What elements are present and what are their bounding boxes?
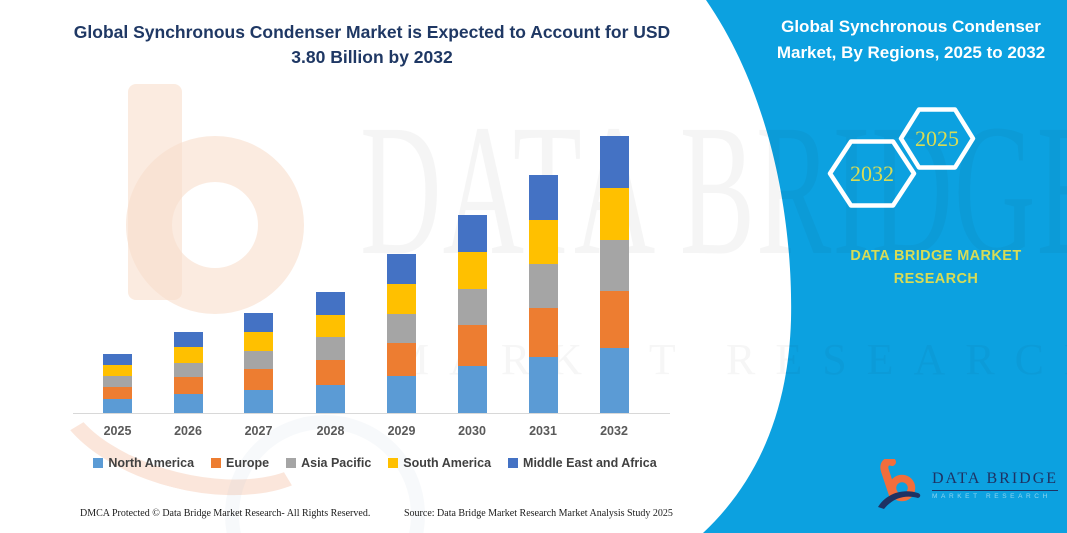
legend-label: Europe	[226, 456, 270, 470]
stacked-bar-2032	[599, 135, 629, 413]
legend-swatch-icon	[211, 458, 222, 468]
bar-segment-middle-east-and-africa	[244, 313, 273, 333]
legend-item-south-america: South America	[388, 456, 491, 470]
brand-text: DATA BRIDGE MARKET RESEARCH	[850, 248, 1022, 288]
bar-segment-north-america	[387, 375, 416, 413]
bar-segment-europe	[528, 308, 558, 357]
stacked-bar-2029	[387, 254, 416, 413]
chart-legend: North America Europe Asia Pacific South Ame…	[70, 456, 680, 470]
legend-swatch-icon	[388, 458, 399, 468]
x-axis-label-2032: 2032	[600, 424, 628, 438]
hexagon-2025-label: 2025	[915, 126, 959, 151]
bar-segment-south-america	[103, 364, 132, 376]
bar-segment-south-america	[599, 188, 629, 241]
x-axis-label-2025: 2025	[103, 424, 132, 438]
bar-segment-middle-east-and-africa	[599, 135, 629, 189]
logo-b-icon	[878, 459, 921, 509]
footer-source-text: Source: Data Bridge Market Research Mark…	[404, 508, 673, 519]
bar-segment-asia-pacific	[528, 264, 558, 309]
bar-segment-north-america	[599, 348, 629, 413]
legend-item-europe: Europe	[211, 456, 269, 470]
x-axis-label-2030: 2030	[458, 424, 486, 438]
stacked-bar-2027	[244, 313, 273, 413]
stacked-bar-2031	[528, 175, 558, 413]
hexagon-2032-label: 2032	[850, 161, 894, 186]
bar-segment-middle-east-and-africa	[316, 291, 345, 315]
bar-segment-north-america	[173, 394, 203, 413]
legend-swatch-icon	[508, 458, 519, 468]
legend-label: Asia Pacific	[301, 456, 372, 470]
bar-segment-europe	[599, 291, 629, 349]
logo-text: DATA BRIDGE MARKET RESEARCH	[932, 470, 1059, 500]
bar-segment-europe	[173, 377, 203, 395]
chart-title: Global Synchronous Condenser Market is E…	[73, 22, 671, 67]
bar-segment-asia-pacific	[599, 240, 629, 292]
x-axis-label-2027: 2027	[244, 424, 273, 438]
x-axis-label-2031: 2031	[529, 424, 557, 438]
hexagon-2032	[827, 139, 917, 208]
bar-segment-middle-east-and-africa	[173, 332, 203, 348]
bar-segment-europe	[316, 359, 345, 385]
hexagon-year-badges: 2032 2025	[827, 107, 976, 208]
bar-segment-south-america	[457, 251, 487, 290]
stacked-bar-2028	[316, 291, 345, 413]
stacked-bar-2030	[457, 214, 487, 413]
stacked-bar-2025	[103, 353, 132, 413]
x-axis-label-2026: 2026	[174, 424, 202, 438]
bar-segment-europe	[103, 386, 132, 400]
bar-segment-asia-pacific	[173, 362, 203, 378]
hexagon-2025	[898, 107, 976, 170]
company-logo: DATA BRIDGE MARKET RESEARCH	[876, 459, 1059, 511]
x-axis-line	[73, 413, 670, 414]
bar-segment-south-america	[316, 314, 345, 338]
bar-segment-north-america	[103, 399, 132, 413]
bar-segment-middle-east-and-africa	[457, 214, 487, 252]
bar-segment-north-america	[244, 389, 273, 413]
bar-segment-asia-pacific	[244, 351, 273, 370]
legend-swatch-icon	[286, 458, 297, 468]
bar-segment-north-america	[316, 384, 345, 413]
bar-segment-south-america	[528, 219, 558, 265]
legend-item-middle-east-and-africa: Middle East and Africa	[508, 456, 657, 470]
footer-dmca-text: DMCA Protected © Data Bridge Market Rese…	[80, 508, 371, 519]
bar-segment-asia-pacific	[316, 337, 345, 360]
legend-item-asia-pacific: Asia Pacific	[286, 456, 371, 470]
bar-segment-middle-east-and-africa	[387, 254, 416, 284]
legend-label: Middle East and Africa	[523, 456, 657, 470]
bar-segment-asia-pacific	[103, 375, 132, 387]
bar-segment-europe	[457, 325, 487, 367]
bar-segment-middle-east-and-africa	[103, 353, 132, 365]
logo-name: DATA BRIDGE	[932, 470, 1059, 491]
bar-segment-north-america	[528, 356, 558, 413]
bar-segment-south-america	[387, 283, 416, 314]
bar-segment-middle-east-and-africa	[528, 175, 558, 220]
bar-segment-europe	[244, 369, 273, 390]
bar-segment-south-america	[244, 332, 273, 352]
legend-label: North America	[108, 456, 195, 470]
side-panel-title: Global Synchronous Condenser Market, By …	[776, 17, 1046, 62]
stacked-bar-2026	[173, 332, 203, 413]
x-axis-label-2028: 2028	[316, 424, 345, 438]
legend-label: South America	[403, 456, 492, 470]
bar-segment-asia-pacific	[457, 289, 487, 326]
legend-swatch-icon	[93, 458, 104, 468]
bar-segment-north-america	[457, 366, 487, 413]
bar-segment-south-america	[173, 347, 203, 363]
x-axis-label-2029: 2029	[387, 424, 416, 438]
bar-segment-asia-pacific	[387, 313, 416, 343]
bar-segment-europe	[387, 342, 416, 376]
side-panel-background	[703, 0, 1067, 533]
logo-tagline: MARKET RESEARCH	[932, 493, 1051, 500]
legend-item-north-america: North America	[93, 456, 194, 470]
